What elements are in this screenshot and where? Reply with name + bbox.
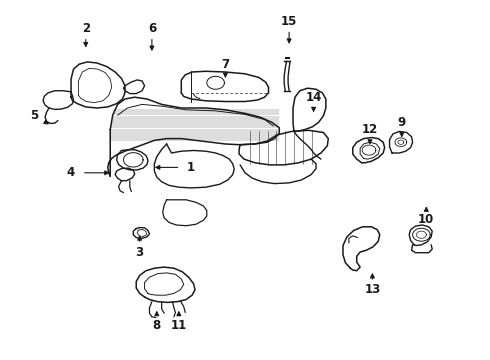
Text: 9: 9 [398, 116, 406, 129]
Text: 1: 1 [187, 161, 195, 174]
Text: 15: 15 [281, 15, 297, 28]
Text: 6: 6 [148, 22, 156, 35]
Text: 4: 4 [67, 166, 75, 179]
Text: 3: 3 [136, 246, 144, 258]
Text: 11: 11 [171, 319, 187, 332]
Text: 12: 12 [362, 123, 378, 136]
Text: 2: 2 [82, 22, 90, 35]
Text: 5: 5 [30, 109, 38, 122]
Text: 7: 7 [221, 58, 229, 71]
Text: 14: 14 [305, 91, 322, 104]
Text: 13: 13 [364, 283, 381, 296]
Text: 8: 8 [153, 319, 161, 332]
Text: 10: 10 [418, 213, 435, 226]
